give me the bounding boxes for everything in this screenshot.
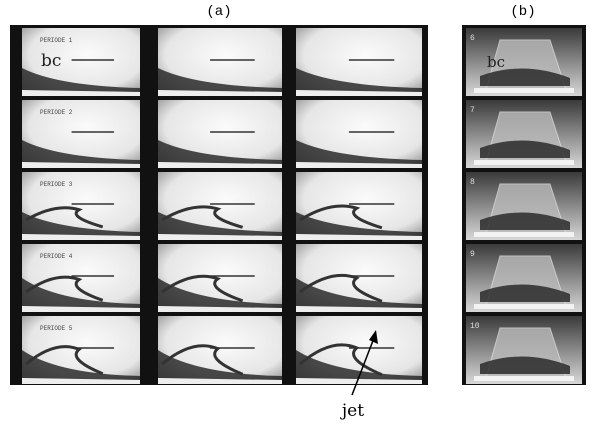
photo-cells: PERIODE 1 PERIODE 2 PERIODE 3 PERIODE 4 PERI… <box>22 28 582 384</box>
frame-number: 6 <box>470 34 475 43</box>
frame-number: 10 <box>470 322 480 331</box>
panel-b-label: (b) <box>510 4 535 20</box>
bc-label: bc <box>41 51 61 71</box>
tank-floor <box>474 160 574 165</box>
tank-floor <box>474 232 574 237</box>
bc-label: bc <box>487 53 505 71</box>
tank-floor <box>474 304 574 309</box>
figure: PERIODE 1 PERIODE 2 PERIODE 3 PERIODE 4 PERI… <box>0 0 592 427</box>
frame-number: 7 <box>470 106 475 115</box>
period-label: PERIODE 2 <box>40 109 73 116</box>
frame-number: 8 <box>470 178 475 187</box>
period-label: PERIODE 1 <box>40 37 73 44</box>
frame-number: 9 <box>470 250 475 259</box>
period-label: PERIODE 5 <box>40 325 73 332</box>
period-label: PERIODE 4 <box>40 253 73 260</box>
tank-floor <box>474 376 574 381</box>
period-label: PERIODE 3 <box>40 181 73 188</box>
annotation: jet <box>340 401 364 421</box>
tank-floor <box>474 88 574 93</box>
panel-a-label: (a) <box>206 4 231 20</box>
